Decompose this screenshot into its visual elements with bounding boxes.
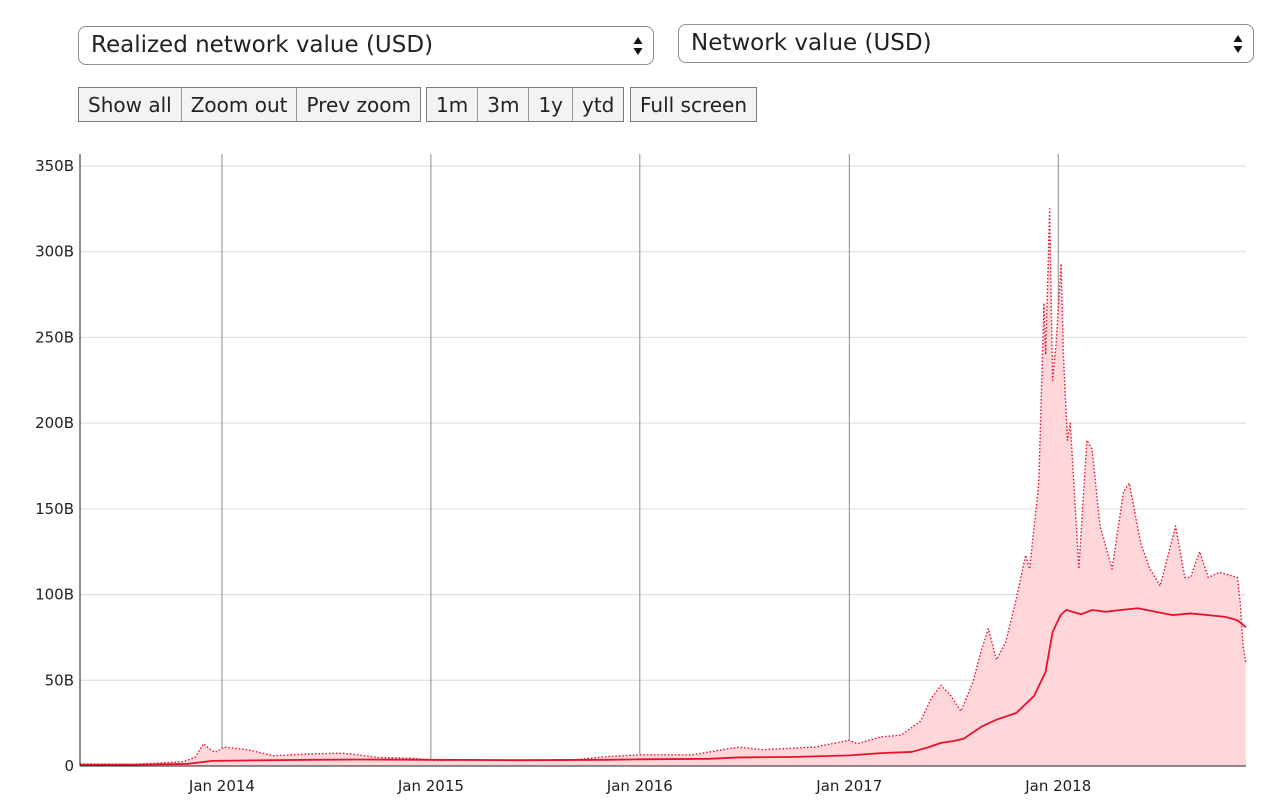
y-tick-label: 200B: [35, 414, 74, 432]
y-tick-label: 250B: [35, 328, 74, 346]
right-select-value: Network value (USD): [691, 30, 932, 56]
select-arrows-icon: [1233, 34, 1243, 54]
x-tick-label: Jan 2015: [397, 777, 464, 795]
range-1m-button[interactable]: 1m: [427, 88, 479, 121]
prev-zoom-button[interactable]: Prev zoom: [297, 88, 420, 121]
y-tick-label: 300B: [35, 243, 74, 261]
full-screen-button[interactable]: Full screen: [631, 88, 757, 121]
left-select-value: Realized network value (USD): [91, 32, 434, 58]
zoom-out-button[interactable]: Zoom out: [181, 88, 298, 121]
x-tick-label: Jan 2017: [815, 777, 882, 795]
range-3m-button[interactable]: 3m: [478, 88, 530, 121]
y-tick-label: 150B: [35, 500, 74, 518]
select-arrows-icon: [633, 36, 643, 56]
y-tick-label: 0: [64, 757, 74, 775]
x-tick-label: Jan 2014: [188, 777, 255, 795]
axes: 0 50B 100B 150B 200B 250B 300B 350B Jan 2014 Jan …: [35, 154, 1246, 795]
realized-network-value-line: [79, 607, 1247, 766]
zoom-button-group: Show all Zoom out Prev zoom: [78, 87, 421, 122]
series: [79, 208, 1247, 767]
network-value-select[interactable]: Network value (USD): [678, 24, 1254, 63]
range-button-group: 1m 3m 1y ytd: [426, 87, 625, 122]
y-tick-label: 50B: [45, 671, 74, 689]
show-all-button[interactable]: Show all: [79, 88, 182, 121]
network-value-area: [80, 208, 1246, 767]
network-value-line: [79, 208, 1247, 765]
range-1y-button[interactable]: 1y: [529, 88, 573, 121]
x-tick-label: Jan 2018: [1024, 777, 1091, 795]
realized-network-value-select[interactable]: Realized network value (USD): [78, 26, 654, 65]
fullscreen-button-group: Full screen: [630, 87, 758, 122]
x-tick-label: Jan 2016: [606, 777, 673, 795]
range-ytd-button[interactable]: ytd: [573, 88, 624, 121]
y-tick-label: 100B: [35, 586, 74, 604]
y-tick-label: 350B: [35, 157, 74, 175]
